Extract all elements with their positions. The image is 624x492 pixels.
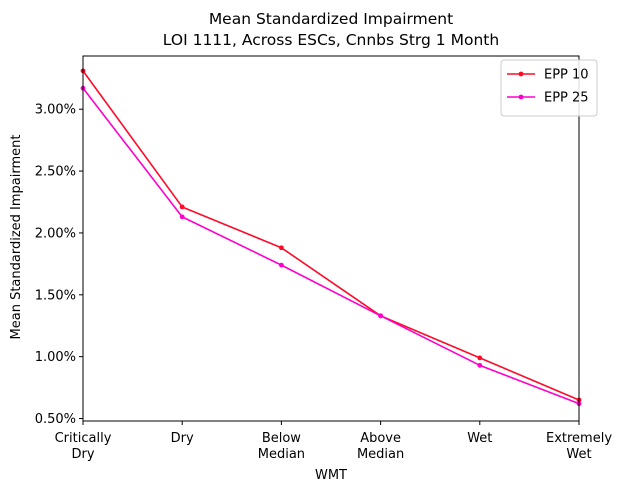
data-point (179, 214, 185, 220)
x-tick-label: Below Median (258, 431, 305, 462)
y-tick-label: 3.00% (35, 103, 76, 118)
data-point (477, 355, 483, 361)
chart-title: Mean Standardized Impairment (209, 10, 453, 28)
x-axis-label: WMT (315, 468, 347, 483)
legend: EPP 10 EPP 25 (500, 59, 598, 117)
x-tick-label: Above Median (357, 431, 404, 462)
legend-marker (518, 71, 524, 77)
x-tick-label: Extremely Wet (546, 431, 612, 462)
y-tick-label: 2.50% (35, 165, 76, 180)
y-tick-label: 1.00% (35, 350, 76, 365)
legend-marker (518, 94, 524, 100)
legend-label: EPP 10 (544, 68, 589, 83)
data-point (279, 245, 284, 251)
y-tick-label: 0.50% (35, 412, 76, 427)
axes-frame (82, 55, 580, 422)
legend-label: EPP 25 (544, 91, 589, 106)
y-axis-label: Mean Standardized Impairment (9, 135, 24, 340)
data-point (279, 262, 284, 268)
x-tick-label: Wet (467, 431, 492, 446)
data-point (378, 313, 383, 319)
x-tick-label: Critically Dry (55, 431, 112, 462)
chart-subtitle: LOI 1111, Across ESCs, Cnnbs Strg 1 Mont… (163, 31, 499, 49)
y-tick-label: 2.00% (35, 226, 76, 241)
data-point (179, 204, 185, 210)
series-line-1 (82, 70, 580, 401)
series-line-2 (82, 87, 580, 405)
y-tick-label: 1.50% (35, 288, 76, 303)
x-tick-label: Dry (171, 431, 194, 446)
plot-area: 0.50% 1.00% 1.50% 2.00% 2.50% 3.00% Critically… (35, 55, 612, 462)
data-point (477, 362, 483, 368)
